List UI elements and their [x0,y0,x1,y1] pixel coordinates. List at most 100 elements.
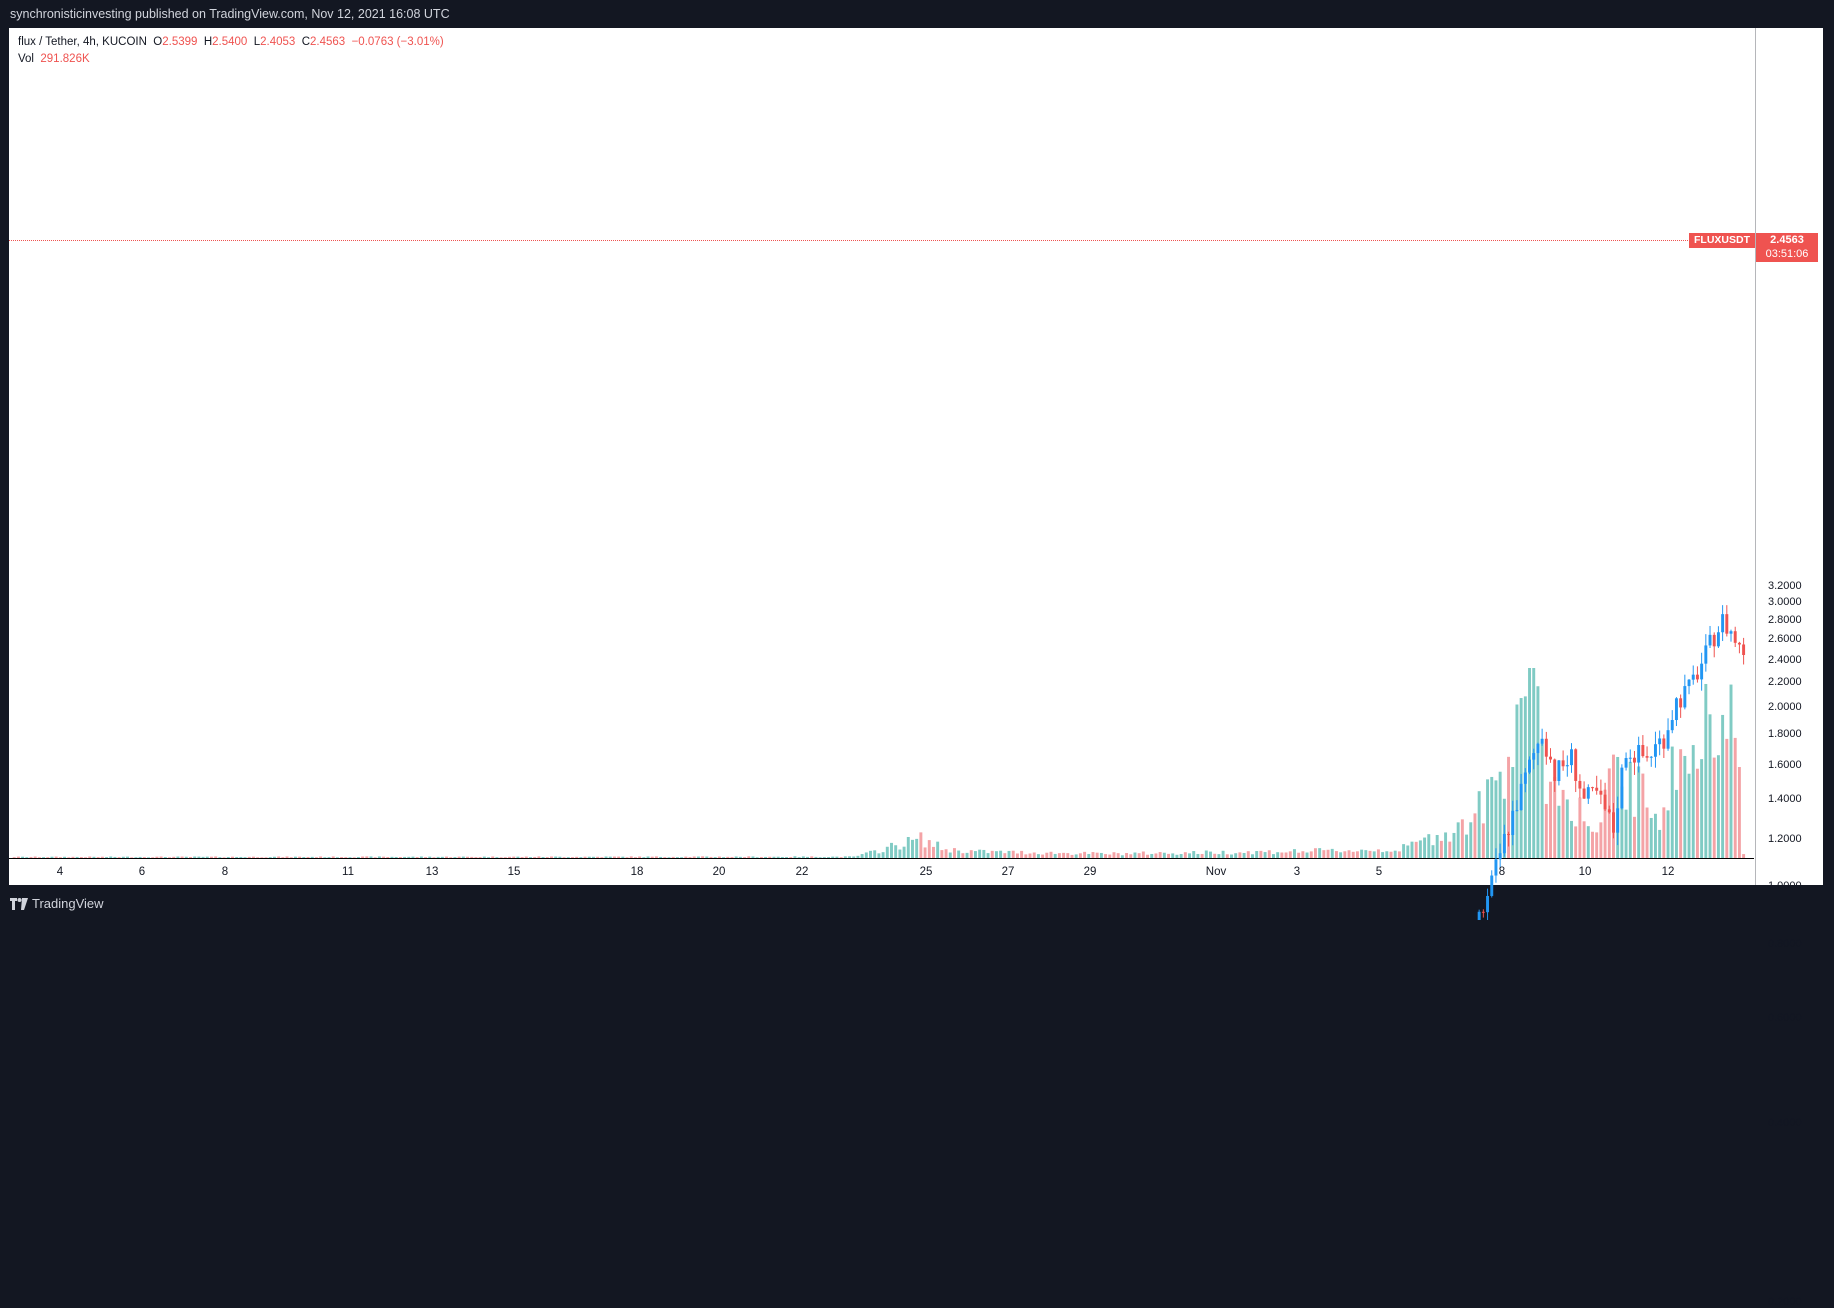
chart-plot[interactable] [0,0,1834,920]
candle-body [1578,780,1582,789]
volume-bar [126,856,130,858]
volume-bar [1414,841,1418,858]
volume-bar [915,838,919,858]
time-tick-label: 6 [138,866,146,878]
volume-bar [1620,786,1624,858]
volume-bar [205,856,209,858]
volume-bar [440,856,444,858]
candle-body [1683,686,1687,708]
candle-body [1570,749,1573,766]
volume-bar [411,856,415,858]
volume-bar [1129,854,1133,858]
volume-bar [1397,851,1401,858]
volume-bar [529,857,532,858]
volume-bar [398,857,402,858]
volume-bar [46,857,50,858]
time-tick-label: 8 [221,866,229,878]
volume-bar [1276,852,1280,858]
volume-bar [79,856,83,858]
volume-bar [747,856,751,858]
candle-body [1544,738,1548,757]
volume-bar [155,856,159,858]
price-tick-label: 1.4000 [1768,793,1802,806]
volume-bar [327,857,331,858]
candle-body [1536,743,1540,754]
volume-bar [1104,854,1108,858]
volume-bar [184,856,188,858]
volume-bar [478,857,482,858]
candle-body [1628,757,1632,759]
publish-header: synchronisticinvesting published on Trad… [0,0,1834,28]
tradingview-logo[interactable]: TradingView [10,896,104,911]
volume-bar [1368,850,1372,858]
candle-body [1612,812,1615,833]
volume-bar [612,856,616,858]
volume-bar [1515,704,1519,858]
volume-bar [503,857,507,858]
volume-bar [491,856,495,858]
volume-bar [856,855,860,858]
volume-bar [1444,832,1448,858]
candle-body [1490,875,1494,896]
volume-bar [1372,851,1376,858]
volume-bar [1334,851,1338,858]
volume-bar [1477,791,1481,858]
volume-bar [789,857,793,858]
volume-bar [453,857,457,858]
volume-bar [948,852,952,858]
volume-bar [151,857,155,858]
volume-bar [684,856,688,858]
volume-bar [839,857,843,858]
volume-bar [1028,853,1032,858]
volume-bar [1708,714,1712,858]
volume-bar [373,857,377,858]
volume-bar [1209,851,1212,858]
volume-bar [1297,852,1301,858]
volume-bar [92,856,96,858]
volume-bar [1406,845,1410,858]
volume-bar [50,856,54,858]
candle-body [1595,787,1599,791]
volume-bar [864,852,868,858]
volume-bar [1078,853,1082,858]
volume-bar [222,857,226,858]
last-price-tag: 2.4563 03:51:06 [1756,233,1818,262]
price-tick-label: 3.0000 [1768,596,1802,609]
volume-bar [88,856,92,858]
candle-body [1679,698,1683,708]
volume-bars [12,668,1746,858]
volume-row: Vol 291.826K [18,51,444,68]
volume-bar [579,857,583,858]
volume-bar [848,856,851,858]
candle-body [1716,632,1720,647]
volume-bar [646,856,650,858]
volume-bar [1355,851,1359,858]
volume-bar [776,856,780,858]
volume-bar [1154,853,1158,858]
time-tick-label: 25 [919,866,933,878]
volume-bar [428,856,432,858]
open-value: 2.5399 [162,36,198,48]
volume-bar [432,857,436,858]
volume-bar [377,856,381,858]
price-tick-label: 2.8000 [1768,614,1802,627]
volume-bar [772,856,776,858]
candle-body [1582,788,1586,799]
volume-bar [1162,852,1166,858]
volume-bar [63,856,67,858]
volume-bar [1725,738,1729,858]
volume-bar [1221,850,1225,858]
volume-bar [1070,854,1074,858]
time-tick-label: 22 [795,866,809,878]
volume-bar [524,856,528,858]
volume-bar [1410,841,1414,858]
volume-bar [1322,850,1326,858]
volume-bar [1225,854,1229,858]
volume-bar [268,857,272,858]
candle-body [1561,760,1565,767]
volume-bar [382,856,386,858]
volume-bar [1175,854,1179,858]
high-value: 2.5400 [212,36,248,48]
volume-bar [189,856,192,858]
volume-bar [1259,850,1263,858]
